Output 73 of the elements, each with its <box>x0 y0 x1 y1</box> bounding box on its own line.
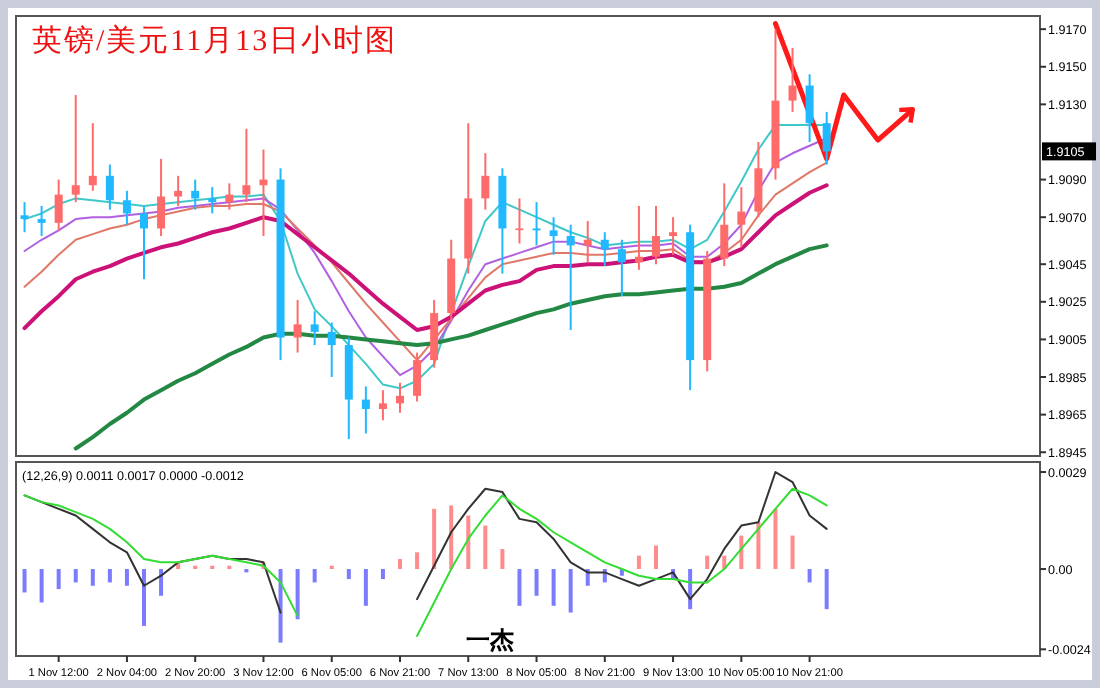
bar <box>380 569 385 580</box>
bar <box>90 569 95 586</box>
bar <box>739 535 744 570</box>
bar <box>756 522 761 570</box>
bar <box>346 569 351 580</box>
candlestick <box>600 231 609 268</box>
candlestick <box>532 201 541 247</box>
bar <box>432 508 437 570</box>
bar <box>415 552 420 570</box>
candlestick <box>157 157 166 237</box>
candlestick <box>720 182 729 268</box>
bar <box>295 569 300 620</box>
bar <box>466 515 471 570</box>
candlestick <box>140 204 148 281</box>
candlestick <box>413 351 422 403</box>
candlestick <box>225 182 234 211</box>
candlestick <box>361 385 370 435</box>
candlestick <box>805 73 814 143</box>
bar <box>278 569 283 643</box>
bar <box>807 569 812 583</box>
bar <box>142 569 146 626</box>
candlestick <box>754 140 763 219</box>
candlestick <box>208 186 217 215</box>
bar <box>517 569 522 606</box>
bar <box>534 569 539 596</box>
candlestick <box>54 178 63 232</box>
candlestick <box>20 201 29 234</box>
candlestick <box>88 122 97 192</box>
candlestick <box>652 204 660 266</box>
annotation: 一杰 <box>466 626 514 654</box>
chart-title: 英镑/美元11月13日小时图 <box>32 24 398 58</box>
bar <box>824 569 829 610</box>
candlestick <box>822 110 831 166</box>
candlestick <box>105 163 114 211</box>
bar <box>39 569 44 603</box>
candlestick <box>515 197 524 245</box>
candlestick <box>566 223 575 332</box>
candlestick <box>617 238 626 298</box>
candlestick <box>122 189 131 226</box>
candlestick <box>37 204 46 237</box>
bar <box>654 545 658 570</box>
bar <box>790 535 795 570</box>
bar <box>705 555 710 570</box>
candlestick <box>549 216 558 256</box>
bar <box>483 525 488 570</box>
candlestick <box>481 152 490 211</box>
bar <box>124 569 129 586</box>
bar <box>312 569 317 583</box>
candlestick <box>737 186 746 249</box>
candlestick <box>174 174 183 207</box>
candlestick <box>430 298 439 369</box>
bar <box>73 569 78 583</box>
candlestick <box>310 310 319 347</box>
bar <box>107 569 112 583</box>
candlestick <box>378 389 387 422</box>
line-series <box>73 243 829 451</box>
bar <box>500 548 505 570</box>
bar <box>551 569 556 606</box>
bar <box>22 569 27 593</box>
candlestick <box>669 216 678 256</box>
bar <box>363 569 368 606</box>
candlestick <box>191 178 200 211</box>
candlestick <box>788 46 797 113</box>
candlestick <box>396 381 404 414</box>
candlestick <box>293 298 302 354</box>
candlestick <box>242 127 251 204</box>
candlestick <box>71 93 80 204</box>
bar <box>636 555 641 570</box>
bar <box>773 508 778 570</box>
bar <box>568 569 573 613</box>
bar <box>56 569 61 590</box>
bar <box>398 559 402 570</box>
candlestick <box>327 321 336 379</box>
